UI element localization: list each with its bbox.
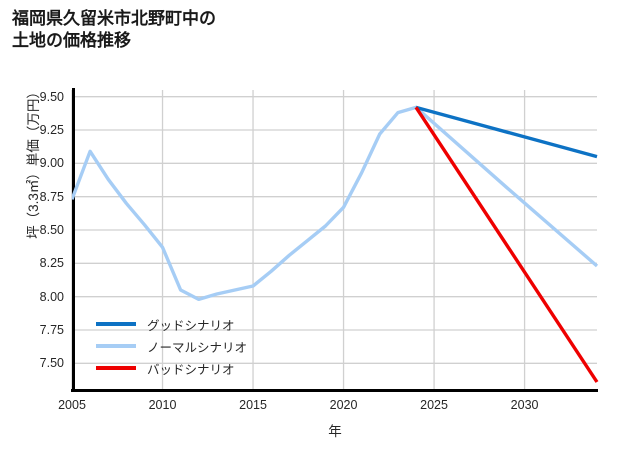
x-tick-label: 2010	[148, 398, 177, 412]
y-tick-label: 9.25	[39, 123, 64, 137]
y-tick-label: 7.50	[39, 356, 64, 371]
series-line	[415, 105, 598, 159]
chart-title: 福岡県久留米市北野町中の 土地の価格推移	[12, 9, 216, 51]
x-tick-label: 2030	[510, 398, 539, 412]
legend-item[interactable]: バッドシナリオ	[96, 357, 247, 379]
x-axis-label: 年	[328, 424, 342, 439]
x-tick-label: 2025	[420, 398, 448, 412]
y-tick-label: 7.75	[39, 323, 64, 337]
series-line	[414, 106, 599, 383]
legend-color-swatch	[96, 344, 136, 348]
series-line	[72, 105, 599, 302]
legend-item-label: バッドシナリオ	[147, 362, 235, 377]
x-axis-spine	[71, 389, 598, 392]
x-tick-label: 2015	[239, 398, 267, 412]
legend-item-label: ノーマルシナリオ	[147, 340, 248, 355]
chart-legend: グッドシナリオ ノーマルシナリオ バッドシナリオ	[96, 313, 247, 379]
y-axis-spine	[72, 88, 75, 392]
y-tick-label: 8.00	[39, 289, 64, 304]
y-tick-label: 8.50	[39, 223, 64, 237]
legend-item-label: グッドシナリオ	[147, 318, 235, 333]
y-tick-label: 8.25	[39, 256, 64, 271]
legend-item[interactable]: グッドシナリオ	[96, 313, 247, 335]
y-tick-label: 9.00	[39, 156, 64, 171]
y-tick-label: 9.50	[39, 89, 64, 104]
y-axis-ticks: 7.50 7.75 8.00 8.25 8.50 8.75 9.00 9.25 9.50	[12, 0, 64, 465]
legend-color-swatch	[96, 322, 136, 326]
y-tick-label: 8.75	[39, 189, 64, 204]
x-tick-label: 2020	[329, 398, 358, 412]
x-tick-label: 2005	[58, 398, 86, 412]
legend-item[interactable]: ノーマルシナリオ	[96, 335, 247, 357]
legend-color-swatch	[96, 366, 136, 370]
